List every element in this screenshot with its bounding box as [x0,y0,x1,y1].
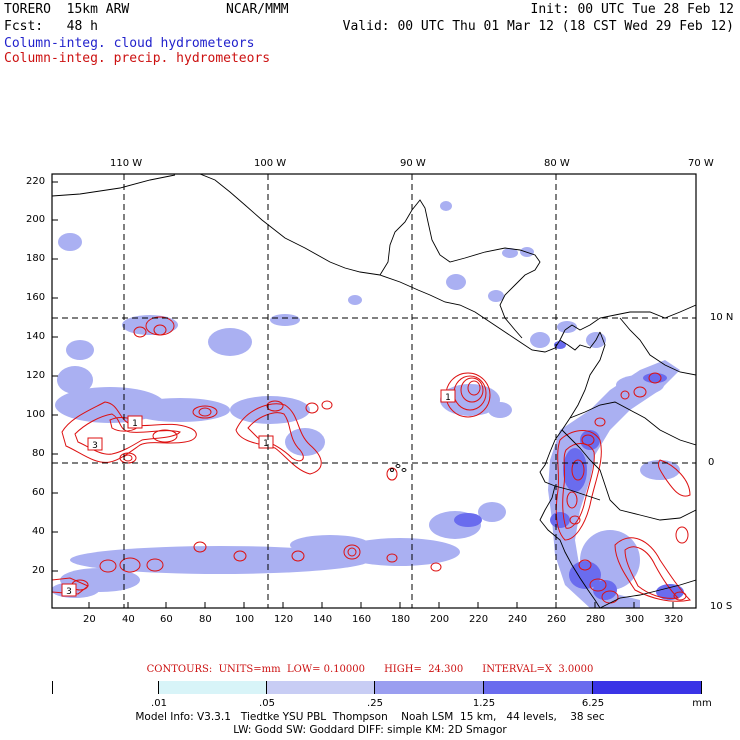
axis-ticks [52,181,674,608]
top-axis-label: 110 W [110,158,143,169]
bottom-axis-label: 300 [625,614,645,625]
left-axis-label: 160 [26,292,46,303]
colorbar-label: .01 [151,698,167,709]
legend-precip: Column-integ. precip. hydrometeors [4,51,271,66]
contour-marker-label: 3 [66,587,72,597]
right-axis-label: 10 N [710,312,734,323]
bottom-axis-label: 140 [313,614,333,625]
contour-marker-label: 3 [92,441,98,451]
right-axis-label: 0 [708,457,715,468]
model-info-line1: Model Info: V3.3.1 Tiedtke YSU PBL Thomp… [135,711,605,723]
top-axis-label: 70 W [688,158,714,169]
contour-high-markers [61,389,456,597]
colorbar-segment [484,681,593,694]
bottom-axis-label: 280 [586,614,606,625]
left-axis-label: 40 [32,526,45,537]
init-time: Init: 00 UTC Tue 28 Feb 12 [530,2,735,17]
forecast-hour: Fcst: 48 h [4,19,98,34]
bottom-axis-label: 120 [274,614,294,625]
left-axis-label: 140 [26,331,46,342]
bottom-axis-label: 240 [508,614,528,625]
bottom-axis-label: 80 [199,614,212,625]
colorbar-segment [375,681,484,694]
left-axis-label: 100 [26,409,46,420]
bottom-axis-label: 100 [235,614,255,625]
bottom-axis-label: 60 [160,614,173,625]
colorbar-label: .25 [367,698,383,709]
left-axis-label: 80 [32,448,45,459]
model-info-line2: LW: Godd SW: Goddard DIFF: simple KM: 2D… [233,724,507,736]
top-axis-label: 80 W [544,158,570,169]
bottom-axis-label: 220 [469,614,489,625]
cloud-hydrometeor-field [52,201,680,608]
left-axis-label: 180 [26,253,46,264]
lat-lon-grid [52,174,696,608]
left-axis-label: 20 [32,565,45,576]
bottom-axis-label: 180 [391,614,411,625]
model-title: TORERO 15km ARW [4,2,130,17]
left-axis-label: 120 [26,370,46,381]
precip-hydrometeor-contours [52,316,692,604]
bottom-axis-label: 260 [547,614,567,625]
coastlines [52,174,696,608]
contour-marker-label: 1 [132,419,138,429]
right-axis-label: 10 S [710,601,733,612]
org-label: NCAR/MMM [226,2,289,17]
bottom-axis-label: 320 [664,614,684,625]
bottom-axis-label: 160 [352,614,372,625]
valid-time: Valid: 00 UTC Thu 01 Mar 12 (18 CST Wed … [342,19,734,34]
plot-frame [51,173,697,609]
legend-cloud: Column-integ. cloud hydrometeors [4,36,255,51]
top-axis-label: 100 W [254,158,287,169]
colorbar-segment [159,681,267,694]
colorbar-unit: mm [692,698,712,709]
contour-marker-label: 1 [445,393,451,403]
bottom-axis-label: 20 [83,614,96,625]
bottom-axis-label: 200 [430,614,450,625]
top-axis-label: 90 W [400,158,426,169]
colorbar-label: .05 [259,698,275,709]
left-axis-label: 200 [26,214,46,225]
contour-marker-label: 1 [263,439,269,449]
colorbar-segment [52,681,159,694]
contour-marker-labels: 1 1 3 1 3 [66,393,451,597]
left-axis-label: 60 [32,487,45,498]
contour-info: CONTOURS: UNITS=mm LOW= 0.10000 HIGH= 24… [146,664,594,675]
colorbar-segment [593,681,702,694]
colorbar-segment [267,681,375,694]
colorbar-label: 1.25 [472,698,496,709]
bottom-axis-label: 40 [122,614,135,625]
left-axis-label: 220 [26,176,46,187]
colorbar-label: 6.25 [581,698,605,709]
